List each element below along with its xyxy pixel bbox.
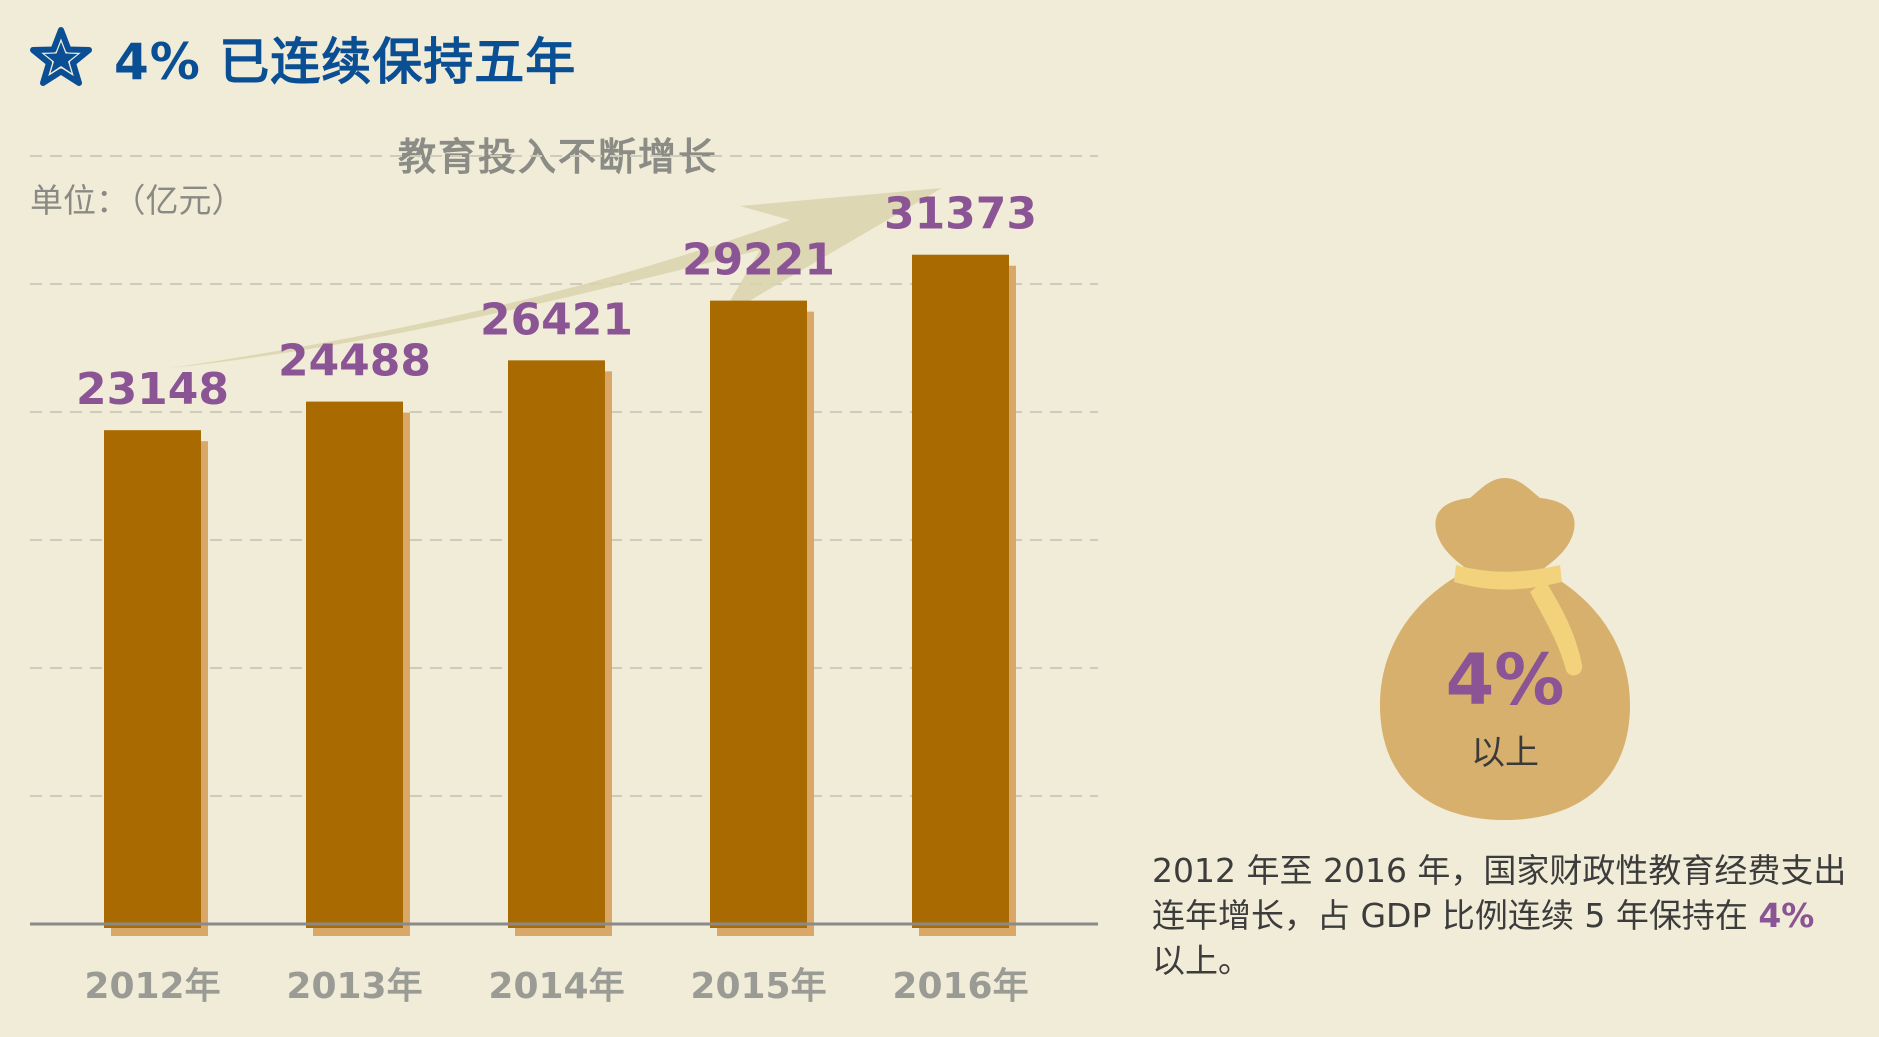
- percent-sub-label: 以上: [1471, 733, 1539, 773]
- category-label: 2016年: [892, 966, 1028, 1007]
- percent-value: 4%: [1445, 639, 1565, 721]
- money-bag-icon: [1380, 478, 1630, 820]
- bar: [306, 401, 403, 928]
- page-header: 4% 已连续保持五年: [28, 22, 576, 94]
- category-label: 2012年: [84, 966, 220, 1007]
- description-part2: 以上。: [1152, 941, 1251, 980]
- bar: [508, 360, 605, 928]
- category-label: 2015年: [690, 966, 826, 1007]
- star-icon: [30, 27, 92, 86]
- value-label: 24488: [278, 336, 431, 387]
- bar: [912, 254, 1009, 928]
- bar: [104, 430, 201, 928]
- page-title: 4% 已连续保持五年: [114, 33, 577, 91]
- value-label: 26421: [480, 294, 633, 345]
- description-highlight: 4%: [1758, 896, 1815, 935]
- value-label: 29221: [682, 235, 835, 286]
- labels: 23148 2012年 24488 2013年 26421 2014年 29221 2015年…: [76, 189, 1037, 1007]
- value-label: 31373: [884, 189, 1037, 240]
- description-part1: 2012 年至 2016 年，国家财政性教育经费支出连年增长，占 GDP 比例连…: [1152, 851, 1847, 935]
- category-label: 2014年: [488, 966, 624, 1007]
- description-text: 2012 年至 2016 年，国家财政性教育经费支出连年增长，占 GDP 比例连…: [1152, 848, 1857, 983]
- unit-label: 单位：（亿元）: [30, 181, 245, 220]
- bars: [104, 254, 1016, 936]
- value-label: 23148: [76, 364, 229, 415]
- bar: [710, 300, 807, 928]
- bar-chart: 23148 2012年 24488 2013年 26421 2014年 29221 2015年…: [30, 155, 1098, 1007]
- category-label: 2013年: [286, 966, 422, 1007]
- growth-arrow: [170, 188, 942, 368]
